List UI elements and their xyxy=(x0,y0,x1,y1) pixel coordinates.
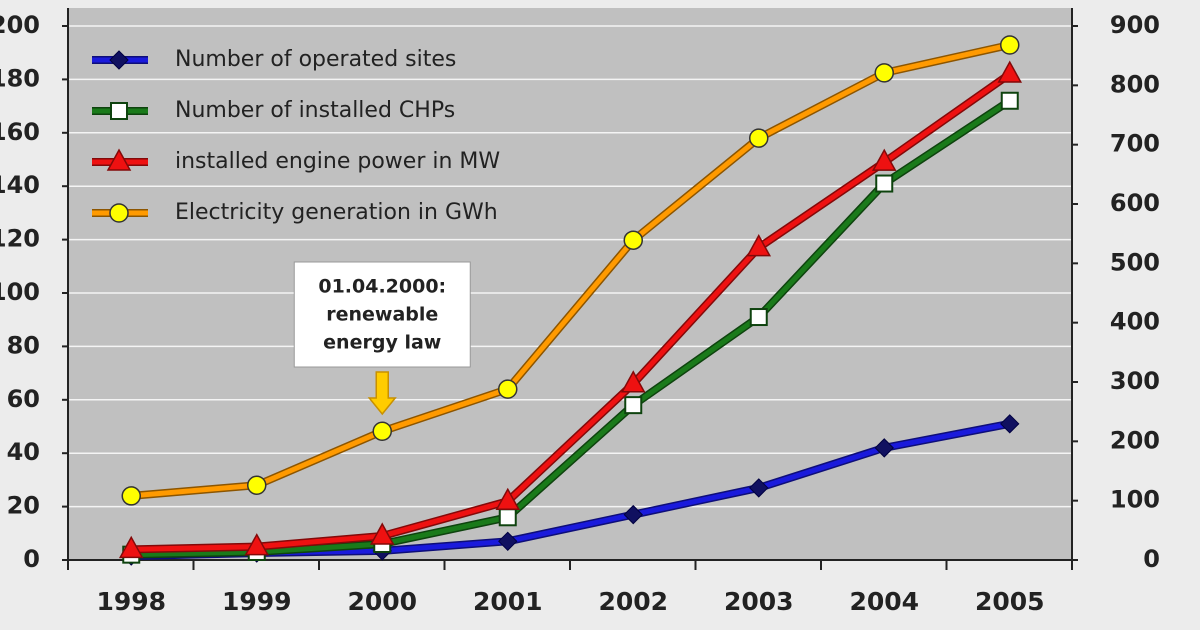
marker xyxy=(749,128,769,148)
annotation-box xyxy=(293,261,471,368)
marker xyxy=(746,234,772,257)
annotation-text: energy law xyxy=(323,332,441,354)
marker xyxy=(871,148,897,171)
x-tick-label: 2001 xyxy=(473,587,543,616)
marker xyxy=(498,508,517,527)
y-tick-label: 20 xyxy=(7,492,40,520)
y-tick-label: 60 xyxy=(7,385,40,413)
y-tick-label: 200 xyxy=(0,11,40,39)
marker xyxy=(244,533,270,556)
y2-tick-label: 800 xyxy=(1110,70,1160,98)
legend-label: Electricity generation in GWh xyxy=(175,200,498,225)
marker xyxy=(749,478,769,498)
marker xyxy=(495,487,521,511)
y2-tick-label: 400 xyxy=(1110,308,1160,336)
marker xyxy=(121,486,141,506)
annotation-text: renewable xyxy=(326,304,438,326)
y-tick-label: 180 xyxy=(0,64,40,92)
y-tick-label: 120 xyxy=(0,225,40,253)
marker xyxy=(1000,91,1019,110)
marker xyxy=(498,531,518,552)
legend-label: installed engine power in MW xyxy=(175,149,500,174)
x-tick-label: 2004 xyxy=(849,587,919,616)
legend-label: Number of installed CHPs xyxy=(175,98,455,123)
marker xyxy=(749,308,768,327)
y2-tick-label: 900 xyxy=(1110,11,1160,39)
marker xyxy=(106,148,132,171)
marker xyxy=(498,379,518,399)
marker xyxy=(118,535,144,559)
series-line xyxy=(131,72,1012,552)
x-tick-label: 2003 xyxy=(724,587,794,616)
x-tick-label: 2005 xyxy=(975,587,1045,616)
y-tick-label: 140 xyxy=(0,171,40,199)
y-tick-label: 0 xyxy=(23,545,40,573)
series-line xyxy=(131,42,1011,499)
y-tick-label: 100 xyxy=(0,278,40,306)
y-tick-label: 160 xyxy=(0,118,40,146)
marker xyxy=(110,102,128,120)
x-tick-label: 2002 xyxy=(598,587,668,616)
y2-tick-label: 0 xyxy=(1143,545,1160,573)
marker xyxy=(875,174,894,193)
marker xyxy=(369,522,395,545)
y2-tick-label: 300 xyxy=(1110,367,1160,395)
x-tick-label: 2000 xyxy=(347,587,417,616)
marker xyxy=(620,370,646,393)
marker xyxy=(874,438,894,458)
y-tick-label: 80 xyxy=(7,331,40,359)
y2-tick-label: 100 xyxy=(1110,486,1160,514)
marker xyxy=(109,50,129,70)
y2-tick-label: 500 xyxy=(1110,248,1160,276)
legend-label: Number of operated sites xyxy=(175,47,456,72)
y2-tick-label: 200 xyxy=(1110,426,1160,454)
marker xyxy=(997,60,1023,83)
marker xyxy=(874,63,894,83)
plot-area xyxy=(68,8,1072,560)
annotation-text: 01.04.2000: xyxy=(318,276,446,298)
x-tick-label: 1999 xyxy=(222,587,292,616)
marker xyxy=(372,421,392,441)
marker xyxy=(109,203,129,223)
x-tick-label: 1998 xyxy=(96,587,166,616)
marker xyxy=(623,504,643,525)
marker xyxy=(247,475,267,495)
series-line xyxy=(131,98,1012,558)
marker xyxy=(1000,414,1020,434)
marker xyxy=(624,396,643,415)
marker xyxy=(1000,35,1020,55)
marker xyxy=(623,230,643,250)
y-tick-label: 40 xyxy=(7,438,40,466)
y2-tick-label: 700 xyxy=(1110,130,1160,158)
y2-tick-label: 600 xyxy=(1110,189,1160,217)
annotation-arrow xyxy=(367,371,397,416)
